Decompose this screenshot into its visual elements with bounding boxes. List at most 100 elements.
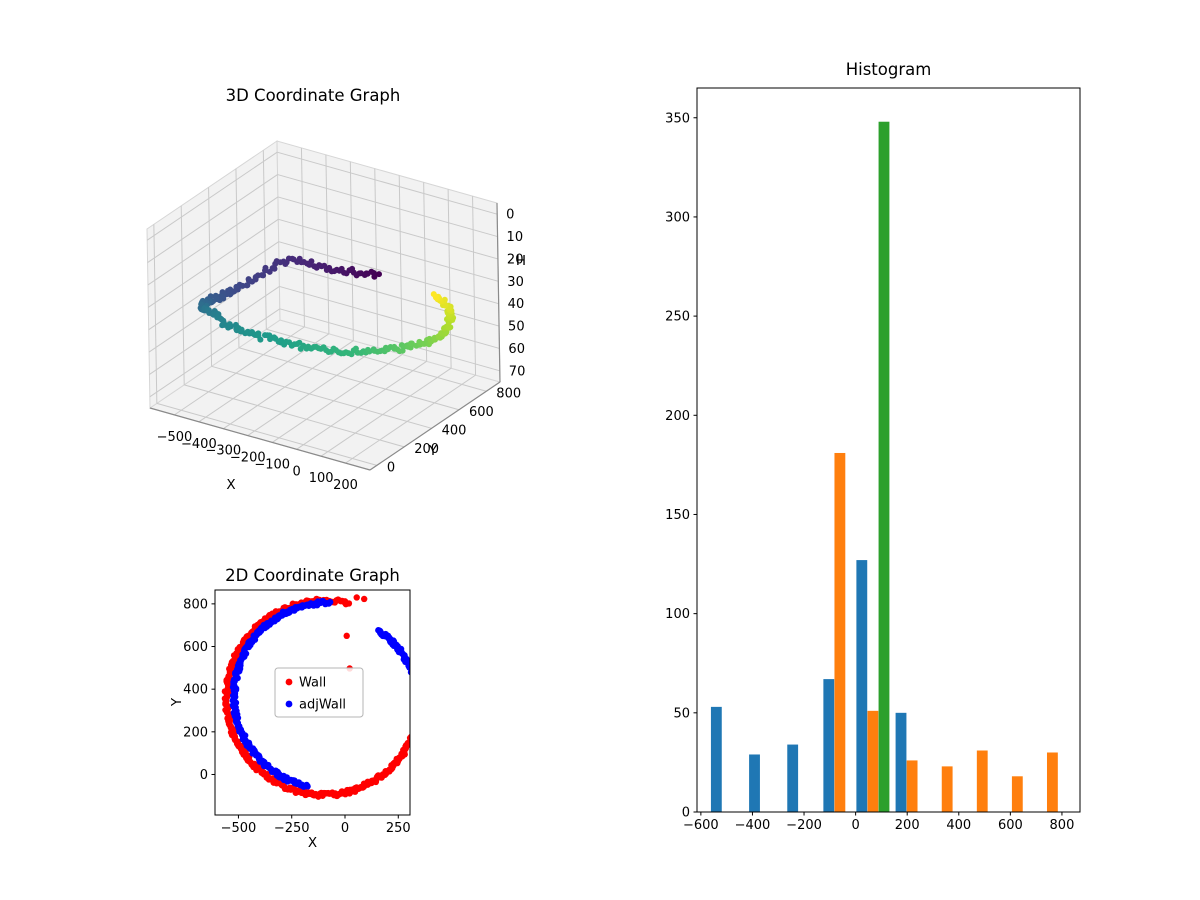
point [416,695,420,701]
p3d-ylabel: Y [428,443,438,459]
point [413,677,419,683]
p2d-x-tick-label: 250 [386,821,411,836]
p3d-z-tick-label: 10 [507,230,524,245]
point [411,728,417,734]
grid-x [325,154,330,334]
point [417,698,420,704]
hist-y-tick-label: 200 [665,409,690,424]
grid-y [262,150,267,330]
p2d-y-tick-label: 0 [200,768,208,783]
point [417,703,420,709]
p3d-x-tick-label: −100 [254,457,290,472]
point [412,675,418,681]
hist-x-tick-label: 800 [1050,818,1075,833]
point3d [311,263,318,270]
p2d-spines [214,589,411,816]
p3d-z-tick-label: 20 [507,252,524,267]
grid-x [398,175,403,355]
p2d-y-tick-label: 800 [183,597,208,612]
hist-bar-orange-at-491 [976,750,988,812]
grid-z [278,218,499,282]
grid-x [374,168,379,348]
hist-bar-green-at-110 [878,121,890,812]
point [409,732,410,735]
p2d-y-tick-label: 400 [183,683,208,698]
point [411,681,417,687]
point [412,722,418,728]
hist-x-tick-label: −600 [683,818,719,833]
scatter3d-title: 3D Coordinate Graph [226,86,401,105]
z-axis-line [496,202,501,383]
grid3d-group [146,147,500,466]
point [414,688,420,694]
hist-bar-orange-at-763 [1046,752,1058,812]
legend-label-adjWall: adjWall [299,698,346,713]
hist-bars-group [710,121,1058,812]
point [413,685,419,691]
point [413,706,419,712]
p3d-y-tick-label: 0 [387,460,395,475]
hist-y-tick-label: 300 [665,210,690,225]
hist-title: Histogram [846,60,932,79]
point [414,696,420,702]
p3d-y-tick-label: 200 [414,442,439,457]
point [411,670,417,676]
p3d-y-tick-label: 400 [442,423,467,438]
p3d-z-tick-label: 30 [507,275,524,290]
point3d [226,321,233,328]
grid-y [266,328,487,392]
p3d-z-tick-label: 60 [508,342,525,357]
grid-x [349,161,354,341]
point [416,700,420,706]
point [343,632,350,640]
p2d-y-tick-label: 600 [183,640,208,655]
hist-y-tick-label: 150 [665,508,690,523]
grid-z [278,241,499,305]
histogram-svg: −600 −400 −200 0 200 400 600 800 0 50 100 150 200 250… [665,60,1081,833]
grid-z [278,263,500,327]
hist-bar-blue-at--540 [710,706,722,812]
grid-z [277,174,498,238]
grid-x [423,182,428,362]
series-adjWall [229,597,420,790]
point [360,595,368,603]
hist-bar-orange-at-627 [1011,776,1023,812]
point [304,783,311,790]
grid-z [147,196,279,286]
p3d-x-tick-label: 100 [309,471,334,486]
grid-y [153,224,158,404]
scatter2d-xlabel: X [308,835,317,851]
p2d-axes: −500 −250 0 250 0 200 400 600 800 [183,589,411,836]
p2d-x-tick-label: −250 [274,821,310,836]
point [416,693,420,699]
point [413,686,419,692]
p2d-x-tick-label: 0 [341,821,349,836]
point [414,711,420,717]
grid-x [447,189,452,369]
grid-z [149,286,280,375]
point [414,719,420,725]
hist-bar-orange-at--61 [834,452,846,812]
point [412,673,418,679]
point [375,627,382,634]
hist-bar-blue-at--392 [749,754,760,812]
point [414,721,420,727]
point [411,729,417,735]
grid-z [277,151,498,215]
point [416,704,420,710]
point [353,594,360,601]
hist-bar-orange-at-67 [867,710,879,812]
scatter2d-ylabel: Y [170,697,185,707]
point [413,691,419,697]
point [414,712,420,718]
hist-y-tick-label: 250 [665,310,690,325]
x-axis-line [149,407,371,471]
point [414,708,420,714]
grid-y [211,365,432,429]
point [412,728,418,734]
point [415,716,420,722]
point [415,684,420,690]
hist-y-tick-label: 350 [665,111,690,126]
p3d-x-tick-label: −200 [230,451,266,466]
grid-z [148,218,279,308]
